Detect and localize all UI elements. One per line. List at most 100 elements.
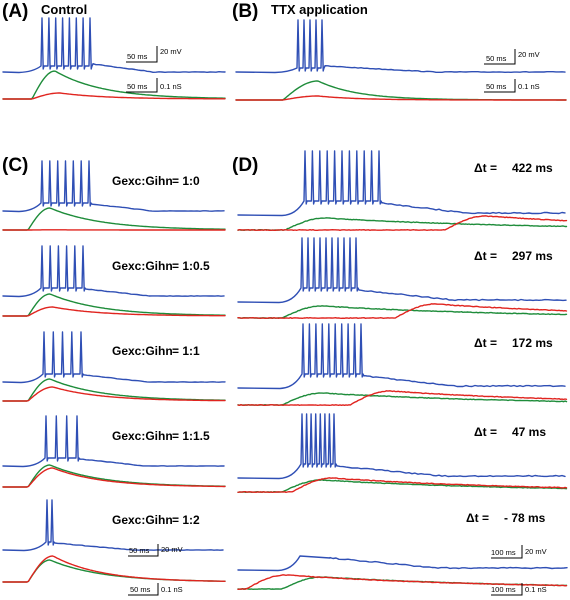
scale-bar-a-voltage: 50 ms 20 mV — [126, 46, 182, 63]
dt-prefix: Δt = — [466, 511, 489, 525]
excitatory-conductance-d-5 — [237, 576, 568, 590]
scale-bar-lines — [491, 545, 523, 559]
voltage-trace-d-1 — [237, 150, 566, 217]
voltage-trace-a — [2, 17, 226, 74]
scale-time-label: 50 ms — [127, 52, 148, 61]
excitatory-conductance-d-2 — [237, 305, 568, 319]
scale-bar-d-conductance: 100 ms 0.1 nS — [491, 583, 547, 596]
inhibitory-conductance-c-5 — [2, 555, 226, 583]
ratio-value: = 1:1.5 — [172, 429, 210, 443]
ratio-label-row-2: Gexc:Gihn = 1:0.5 — [112, 259, 210, 273]
scale-amp-label: 20 mV — [525, 547, 547, 556]
excitatory-conductance-c-2 — [2, 293, 226, 317]
ratio-value: = 1:0.5 — [172, 259, 210, 273]
inhibitory-conductance-c-2 — [2, 306, 226, 317]
ratio-value: = 1:1 — [172, 344, 200, 358]
panel-label-b: (B) — [232, 1, 258, 22]
voltage-trace-d-2 — [237, 237, 567, 304]
excitatory-conductance-b — [235, 80, 567, 101]
panel-title-control: Control — [41, 2, 87, 17]
inhibitory-conductance-a — [2, 92, 226, 100]
excitatory-conductance-a — [2, 70, 226, 100]
inhibitory-conductance-d-3 — [237, 390, 568, 406]
dt-value: 47 ms — [512, 425, 546, 439]
panel-label-d: (D) — [232, 155, 258, 176]
scale-bar-lines — [128, 583, 159, 596]
scale-amp-label: 20 mV — [518, 50, 540, 59]
ratio-prefix: Gexc:Gihn — [112, 513, 173, 527]
scale-time-label: 100 ms — [491, 548, 516, 557]
scale-bar-lines — [126, 46, 158, 63]
excitatory-conductance-c-5 — [2, 559, 226, 583]
ratio-label-row-1: Gexc:Gihn = 1:0 — [112, 174, 200, 188]
excitatory-conductance-c-3 — [2, 378, 226, 402]
scale-time-label: 50 ms — [486, 82, 507, 91]
scale-amp-label: 0.1 nS — [161, 585, 183, 594]
dt-label-row-3: Δt = 172 ms — [474, 336, 553, 350]
voltage-trace-c-2 — [2, 245, 225, 298]
scale-bar-lines — [126, 78, 158, 93]
dt-prefix: Δt = — [474, 336, 497, 350]
panel-label-c: (C) — [2, 155, 28, 176]
scale-amp-label: 0.1 nS — [525, 585, 547, 594]
scale-amp-label: 20 mV — [160, 47, 182, 56]
dt-label-row-5: Δt = - 78 ms — [466, 511, 546, 525]
voltage-trace-d-4 — [237, 413, 566, 480]
ratio-label-row-3: Gexc:Gihn = 1:1 — [112, 344, 200, 358]
scale-bar-lines — [484, 79, 516, 93]
dt-prefix: Δt = — [474, 161, 497, 175]
scale-time-label: 50 ms — [130, 585, 151, 594]
ratio-prefix: Gexc:Gihn — [112, 259, 173, 273]
ratio-prefix: Gexc:Gihn — [112, 429, 173, 443]
ratio-label-row-5: Gexc:Gihn = 1:2 — [112, 513, 200, 527]
scale-amp-label: 0.1 nS — [160, 82, 182, 91]
voltage-trace-d-5 — [237, 555, 568, 572]
dt-value: 422 ms — [512, 161, 553, 175]
voltage-trace-c-5 — [2, 499, 224, 552]
scale-bar-b-conductance: 50 ms 0.1 nS — [484, 79, 540, 93]
inhibitory-conductance-d-1 — [237, 215, 568, 231]
scale-bar-lines — [484, 49, 516, 65]
inhibitory-conductance-d-5 — [237, 574, 568, 590]
excitatory-conductance-c-1 — [2, 207, 226, 231]
scale-bar-lines — [491, 583, 523, 596]
inhibitory-conductance-b — [235, 95, 567, 101]
scale-bar-b-voltage: 50 ms 20 mV — [484, 49, 540, 65]
dt-label-row-4: Δt = 47 ms — [474, 425, 546, 439]
ratio-label-row-4: Gexc:Gihn = 1:1.5 — [112, 429, 210, 443]
ratio-value: = 1:0 — [172, 174, 200, 188]
scale-bar-a-conductance: 50 ms 0.1 nS — [126, 78, 182, 93]
ratio-prefix: Gexc:Gihn — [112, 174, 173, 188]
scale-amp-label: 0.1 nS — [518, 82, 540, 91]
excitatory-conductance-d-4 — [237, 479, 568, 493]
inhibitory-conductance-d-4 — [237, 477, 568, 493]
inhibitory-conductance-d-2 — [237, 303, 568, 319]
dt-label-row-1: Δt = 422 ms — [474, 161, 553, 175]
dt-prefix: Δt = — [474, 249, 497, 263]
dt-value: 297 ms — [512, 249, 553, 263]
scale-bar-c-conductance: 50 ms 0.1 nS — [128, 583, 183, 596]
scale-time-label: 50 ms — [127, 82, 148, 91]
dt-label-row-2: Δt = 297 ms — [474, 249, 553, 263]
dt-value: - 78 ms — [504, 511, 546, 525]
scale-bar-lines — [128, 544, 159, 557]
voltage-trace-c-4 — [2, 415, 225, 468]
excitatory-conductance-d-3 — [237, 392, 568, 406]
excitatory-conductance-c-4 — [2, 464, 226, 488]
ratio-prefix: Gexc:Gihn — [112, 344, 173, 358]
voltage-trace-b — [235, 19, 566, 74]
panel-title-ttx: TTX application — [271, 2, 368, 17]
panel-label-a: (A) — [2, 1, 28, 22]
excitatory-conductance-d-1 — [237, 217, 568, 231]
inhibitory-conductance-c-3 — [2, 386, 226, 402]
ratio-value: = 1:2 — [172, 513, 200, 527]
scale-bar-c-voltage: 50 ms 20 mV — [128, 544, 183, 557]
voltage-trace-c-3 — [2, 331, 226, 384]
dt-value: 172 ms — [512, 336, 553, 350]
dt-prefix: Δt = — [474, 425, 497, 439]
scale-time-label: 50 ms — [129, 546, 150, 555]
traces — [2, 17, 568, 590]
scale-bar-d-voltage: 100 ms 20 mV — [491, 545, 547, 559]
voltage-trace-c-1 — [2, 160, 225, 213]
